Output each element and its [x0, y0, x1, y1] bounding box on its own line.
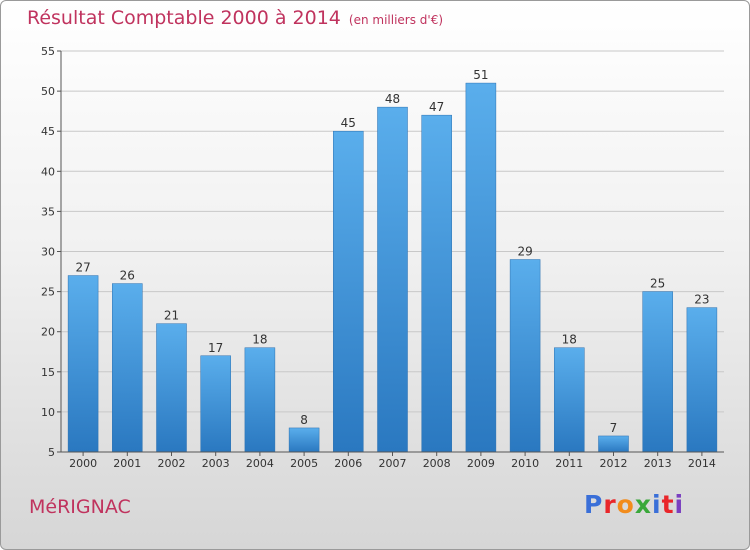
bar-2002	[156, 323, 187, 453]
y-tick-label: 20	[41, 326, 55, 339]
bar-2014	[686, 307, 718, 453]
x-tick-label: 2004	[246, 457, 274, 470]
data-label-2012: 7	[610, 421, 618, 435]
data-label-2007: 48	[385, 92, 400, 106]
bar-2010	[509, 259, 541, 453]
y-tick-label: 15	[41, 366, 55, 379]
bar-2000	[67, 275, 99, 453]
data-label-2011: 18	[562, 333, 577, 347]
y-tick-label: 40	[41, 165, 55, 178]
x-tick-label: 2009	[467, 457, 495, 470]
x-tick-label: 2008	[423, 457, 451, 470]
data-label-2004: 18	[252, 333, 267, 347]
data-label-2000: 27	[75, 261, 90, 275]
logo-letter: t	[661, 490, 675, 519]
data-label-2003: 17	[208, 341, 223, 355]
y-tick-label: 30	[41, 246, 55, 259]
data-label-2006: 45	[341, 116, 356, 130]
chart-title: Résultat Comptable 2000 à 2014 (en millie…	[27, 7, 443, 29]
data-label-2008: 47	[429, 100, 444, 114]
proxiti-logo[interactable]: Proxiti	[584, 490, 684, 519]
data-label-2002: 21	[164, 309, 179, 323]
bar-2003	[200, 355, 231, 453]
x-tick-label: 2007	[379, 457, 407, 470]
data-label-2005: 8	[300, 413, 308, 427]
y-tick-label: 55	[41, 45, 55, 58]
x-tick-label: 2011	[555, 457, 583, 470]
bar-2006	[333, 130, 364, 453]
x-tick-label: 2010	[511, 457, 539, 470]
title-text: Résultat Comptable 2000 à 2014	[27, 7, 341, 29]
x-tick-label: 2012	[600, 457, 628, 470]
data-label-2009: 51	[473, 68, 488, 82]
logo-letter: i	[652, 490, 662, 519]
bar-2011	[554, 347, 585, 453]
bar-2007	[377, 106, 408, 453]
bar-2005	[288, 427, 320, 453]
y-tick-label: 45	[41, 125, 55, 138]
y-tick-label: 25	[41, 286, 55, 299]
x-tick-label: 2001	[113, 457, 141, 470]
x-tick-label: 2003	[202, 457, 230, 470]
city-name: MéRIGNAC	[29, 496, 131, 518]
x-tick-label: 2014	[688, 457, 716, 470]
y-tick-label: 50	[41, 85, 55, 98]
bar-2008	[421, 114, 452, 453]
x-tick-label: 2000	[69, 457, 97, 470]
y-tick-label: 5	[48, 446, 55, 459]
x-tick-label: 2002	[158, 457, 186, 470]
y-tick-label: 10	[41, 406, 55, 419]
bar-2001	[112, 283, 143, 453]
data-label-2010: 29	[517, 245, 532, 259]
bar-2009	[465, 82, 497, 453]
x-tick-label: 2005	[290, 457, 318, 470]
logo-letter: i	[674, 490, 685, 519]
bar-2004	[244, 347, 276, 453]
data-label-2014: 23	[694, 293, 709, 307]
logo-letter: x	[634, 490, 652, 519]
data-label-2001: 26	[120, 269, 135, 283]
title-unit: (en milliers d'€)	[348, 13, 444, 27]
logo-letter: o	[616, 490, 635, 519]
logo-letter: P	[584, 490, 604, 519]
logo-letter: r	[603, 490, 617, 519]
x-tick-label: 2006	[334, 457, 362, 470]
y-tick-label: 35	[41, 205, 55, 218]
bar-2012	[598, 435, 629, 453]
bar-2013	[642, 291, 673, 453]
x-tick-label: 2013	[644, 457, 672, 470]
data-label-2013: 25	[650, 277, 665, 291]
